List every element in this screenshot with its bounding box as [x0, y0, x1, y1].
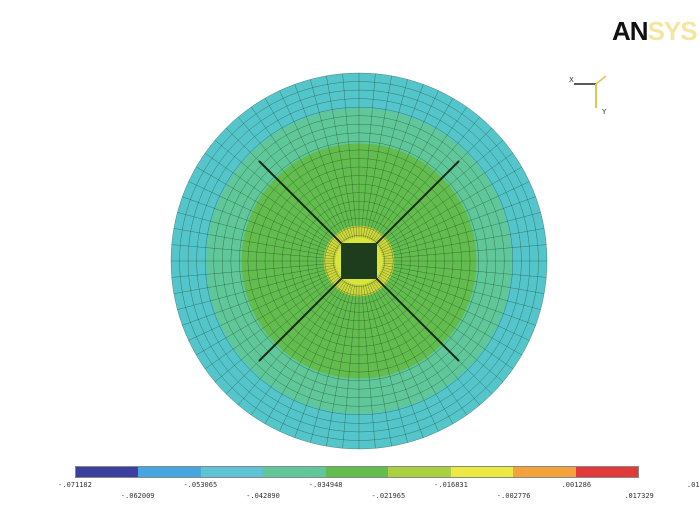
legend-label: -.002776	[496, 492, 531, 500]
mesh-spoke-line	[182, 196, 337, 254]
mesh-spoke-line	[204, 152, 340, 248]
legend-label: .019403	[686, 481, 700, 489]
legend-label: -.042890	[246, 492, 280, 500]
mesh-spoke-line	[379, 272, 522, 356]
mesh-spoke-line	[380, 270, 530, 341]
mesh-spoke-line	[310, 79, 354, 238]
mesh-spoke-line	[310, 284, 354, 443]
center-mesh-block	[341, 243, 377, 279]
legend-swatch	[325, 467, 389, 477]
legend-swatch	[450, 467, 514, 477]
contour-legend-bar	[75, 466, 639, 478]
mesh-spoke-line	[377, 276, 504, 383]
triad-y-label: Y	[601, 108, 607, 116]
mesh-spoke-line	[196, 166, 339, 250]
mesh-spoke-line	[378, 152, 514, 248]
ansys-logo: ANSYS	[612, 16, 698, 46]
mesh-spoke-line	[381, 268, 536, 326]
mesh-spoke-line	[294, 283, 352, 438]
legend-swatch	[76, 467, 139, 477]
mesh-spoke-line	[370, 98, 454, 241]
legend-label: .001286	[561, 481, 592, 489]
mesh-spoke-line	[380, 181, 530, 252]
mesh-spoke-line	[382, 244, 547, 260]
mesh-spoke-line	[250, 106, 346, 242]
mesh-spoke-line	[171, 262, 336, 278]
mesh-spoke-line	[364, 79, 408, 238]
mesh-spoke-line	[237, 279, 344, 406]
mesh-spoke-line	[214, 276, 341, 383]
mesh-spoke-line	[382, 264, 545, 294]
mesh-spoke-line	[326, 75, 356, 238]
mesh-spoke-line	[342, 284, 358, 449]
mesh-spoke-line	[370, 281, 454, 424]
mesh-spoke-line	[177, 266, 336, 310]
mesh-spoke-line	[204, 274, 340, 370]
mesh-spoke-line	[182, 268, 337, 326]
mesh-spoke-line	[374, 279, 481, 406]
axis-triad-icon: X Y	[569, 75, 607, 116]
legend-swatch	[200, 467, 264, 477]
mesh-spoke-line	[279, 282, 350, 432]
mesh-spoke-line	[237, 116, 344, 243]
mesh-spoke-line	[177, 212, 336, 256]
mesh-spoke-line	[382, 228, 545, 258]
legend-label: -.016831	[434, 481, 468, 489]
triad-x-label: X	[569, 76, 574, 84]
legend-swatch	[388, 467, 451, 477]
mesh-spoke-line	[188, 181, 338, 252]
mesh-spoke-line	[360, 284, 376, 449]
legend-label: -.021965	[371, 492, 406, 500]
legend-label: .017329	[624, 492, 654, 500]
mesh-spoke-line	[372, 280, 468, 416]
mesh-spoke-line	[362, 75, 392, 238]
mesh-spoke-line	[374, 116, 481, 243]
mesh-spoke-line	[378, 274, 514, 370]
mesh-spoke-line	[364, 284, 408, 443]
mesh-spoke-line	[368, 282, 439, 432]
mesh-spoke-line	[264, 98, 348, 241]
mesh-spoke-line	[366, 84, 424, 239]
mesh-spoke-line	[382, 266, 541, 310]
legend-label: -.062009	[120, 492, 155, 500]
mesh-spoke-line	[372, 106, 468, 242]
mesh-spoke-line	[382, 262, 547, 278]
mesh-spoke-line	[196, 272, 339, 356]
mesh-spoke-line	[382, 212, 541, 256]
legend-swatch	[575, 467, 638, 477]
mesh-spoke-line	[188, 270, 338, 341]
mesh-spoke-line	[366, 283, 424, 438]
mesh-spoke-line	[294, 84, 352, 239]
mesh-spoke-line	[173, 228, 336, 258]
mesh-spoke-line	[279, 90, 350, 240]
mesh-spoke-line	[381, 196, 536, 254]
legend-swatch	[138, 467, 201, 477]
mesh-spoke-line	[214, 139, 341, 246]
mesh-spoke-line	[342, 73, 358, 238]
mesh-spoke-line	[173, 264, 336, 294]
legend-swatch	[263, 467, 326, 477]
mesh-spoke-line	[264, 281, 348, 424]
mesh-spoke-line	[368, 90, 439, 240]
legend-label: -.053065	[183, 481, 218, 489]
legend-label: -.034948	[308, 481, 343, 489]
legend-swatch	[513, 467, 576, 477]
mesh-spoke-line	[250, 280, 346, 416]
mesh-spoke-line	[326, 284, 356, 447]
legend-label: -.071182	[58, 481, 92, 489]
mesh-spoke-line	[377, 139, 504, 246]
mesh-spoke-line	[171, 244, 336, 260]
mesh-spoke-line	[362, 284, 392, 447]
logo-text-a: AN	[612, 16, 649, 46]
mesh-spoke-line	[360, 73, 376, 238]
logo-text-b: SYS	[647, 16, 698, 46]
mesh-spoke-line	[379, 166, 522, 250]
mesh-grid	[170, 72, 548, 450]
